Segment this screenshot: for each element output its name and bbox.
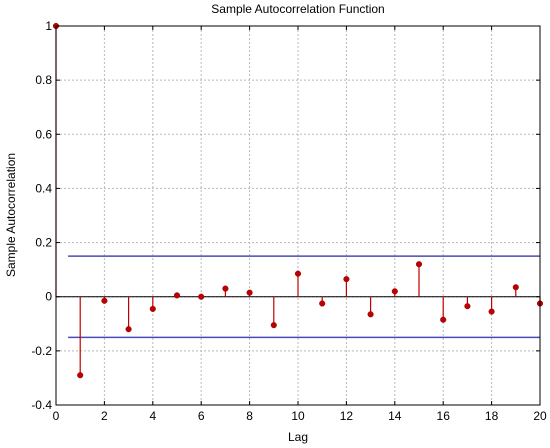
chart-title: Sample Autocorrelation Function bbox=[211, 2, 384, 16]
y-tick-label: -0.4 bbox=[31, 398, 52, 412]
stem-marker bbox=[343, 276, 350, 283]
x-tick-label: 18 bbox=[485, 409, 499, 423]
y-tick-label: 0.8 bbox=[35, 73, 52, 87]
grid-layer bbox=[56, 26, 540, 405]
confidence-bounds bbox=[68, 255, 540, 339]
x-tick-label: 4 bbox=[149, 409, 156, 423]
stem-marker bbox=[198, 293, 205, 300]
y-tick-label: 1 bbox=[45, 19, 52, 33]
stem-marker bbox=[77, 372, 84, 379]
x-tick-label: 0 bbox=[53, 409, 60, 423]
stem-marker bbox=[294, 270, 302, 277]
stem-marker bbox=[222, 285, 229, 292]
y-tick-label: 0.2 bbox=[35, 236, 52, 250]
stem-marker bbox=[440, 316, 447, 323]
stem-marker bbox=[488, 308, 495, 315]
stem-marker bbox=[391, 288, 398, 295]
y-tick-label: 0 bbox=[45, 290, 52, 304]
stem-marker bbox=[246, 289, 253, 296]
stem-marker bbox=[415, 261, 423, 268]
x-tick-label: 12 bbox=[340, 409, 354, 423]
axis-ticks: 0 2 4 6 8 10 12 14 16 18 20 -0.4 -0.2 0 0.2 0.4 0.6 0.8 1 bbox=[31, 19, 547, 423]
stem-marker bbox=[319, 300, 326, 307]
x-tick-label: 20 bbox=[533, 409, 547, 423]
stem-marker bbox=[173, 292, 181, 299]
stem-marker bbox=[101, 297, 108, 304]
stem-marker bbox=[464, 303, 471, 310]
stem-marker bbox=[367, 311, 374, 318]
y-tick-label: 0.6 bbox=[35, 127, 52, 141]
x-tick-label: 10 bbox=[291, 409, 305, 423]
x-tick-label: 6 bbox=[198, 409, 205, 423]
stem-marker bbox=[125, 326, 132, 333]
y-axis-label: Sample Autocorrelation bbox=[4, 153, 18, 277]
stem-marker bbox=[149, 305, 156, 312]
stem-marker bbox=[512, 284, 519, 291]
x-tick-label: 8 bbox=[246, 409, 253, 423]
y-tick-label: 0.4 bbox=[35, 181, 52, 195]
x-tick-label: 2 bbox=[101, 409, 108, 423]
y-tick-label: -0.2 bbox=[31, 344, 52, 358]
x-axis-label: Lag bbox=[288, 430, 308, 444]
x-tick-label: 16 bbox=[437, 409, 451, 423]
stem-series bbox=[52, 22, 544, 379]
x-tick-label: 14 bbox=[388, 409, 402, 423]
stem-marker bbox=[270, 322, 277, 329]
